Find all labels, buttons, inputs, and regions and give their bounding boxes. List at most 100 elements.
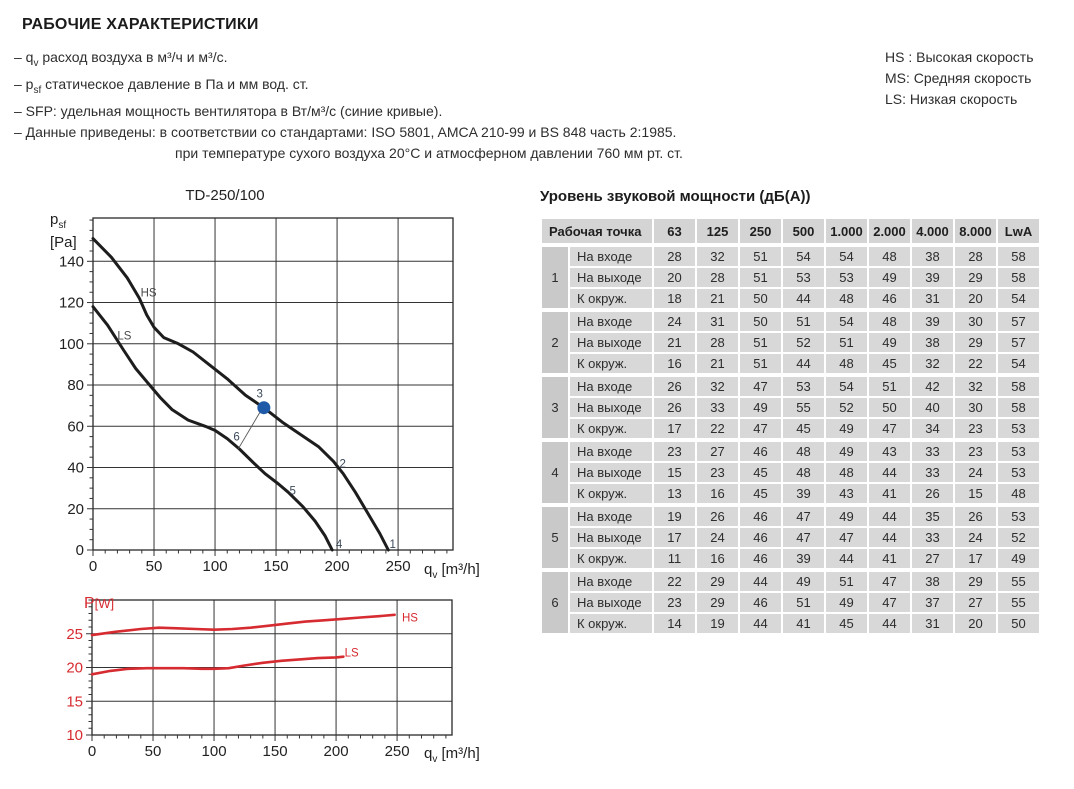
table-cell: 28 bbox=[697, 268, 738, 287]
table-cell: 39 bbox=[912, 268, 953, 287]
table-row: 4 На входе 23 27 46 48 49 43 33 23 53 bbox=[542, 440, 1039, 503]
pressure-chart-title: TD-250/100 bbox=[185, 187, 265, 204]
table-cell: 23 bbox=[955, 440, 996, 461]
table-column-header: 500 bbox=[783, 219, 824, 243]
table-cell: 49 bbox=[783, 570, 824, 591]
table-cell: 49 bbox=[826, 593, 867, 612]
table-cell: 31 bbox=[912, 614, 953, 633]
table-cell: 53 bbox=[998, 463, 1039, 482]
table-cell: 30 bbox=[955, 398, 996, 417]
table-cell: 44 bbox=[783, 354, 824, 373]
table-cell: 29 bbox=[697, 570, 738, 591]
table-cell: 44 bbox=[740, 614, 781, 633]
table-cell: 23 bbox=[955, 419, 996, 438]
table-row: 2 На входе 24 31 50 51 54 48 39 30 57 bbox=[542, 310, 1039, 373]
table-cell: 41 bbox=[869, 484, 910, 503]
table-cell: 51 bbox=[826, 570, 867, 591]
table-row: На выходе 23 29 46 51 49 47 37 27 55 bbox=[542, 593, 1039, 612]
legend-item: MS: Средняя скорость bbox=[885, 70, 1032, 86]
table-cell: 47 bbox=[869, 419, 910, 438]
table-cell: 16 bbox=[697, 549, 738, 568]
operating-point-number: 2 bbox=[542, 310, 568, 373]
table-cell: 58 bbox=[998, 375, 1039, 396]
svg-text:40: 40 bbox=[67, 460, 84, 477]
table-cell: 49 bbox=[826, 505, 867, 526]
table-cell: 48 bbox=[783, 463, 824, 482]
table-cell: 29 bbox=[955, 333, 996, 352]
table-cell: 45 bbox=[869, 354, 910, 373]
table-cell: 49 bbox=[740, 398, 781, 417]
table-cell: 47 bbox=[826, 528, 867, 547]
table-cell: 26 bbox=[654, 398, 695, 417]
table-cell: 33 bbox=[912, 440, 953, 461]
measurement-location: На входе bbox=[570, 440, 652, 461]
table-cell: 51 bbox=[740, 268, 781, 287]
table-row: На выходе 15 23 45 48 48 44 33 24 53 bbox=[542, 463, 1039, 482]
table-cell: 55 bbox=[998, 570, 1039, 591]
table-row: 5 На входе 19 26 46 47 49 44 35 26 53 bbox=[542, 505, 1039, 568]
svg-text:120: 120 bbox=[59, 295, 84, 312]
sound-table-title: Уровень звуковой мощности (дБ(А)) bbox=[540, 188, 811, 205]
measurement-location: На входе bbox=[570, 245, 652, 266]
table-cell: 23 bbox=[697, 463, 738, 482]
table-cell: 49 bbox=[826, 419, 867, 438]
table-cell: 42 bbox=[912, 375, 953, 396]
table-cell: 40 bbox=[912, 398, 953, 417]
table-cell: 16 bbox=[697, 484, 738, 503]
power-x-axis-label: qv [m³/h] bbox=[424, 745, 480, 765]
table-cell: 17 bbox=[654, 528, 695, 547]
table-row: К окруж. 13 16 45 39 43 41 26 15 48 bbox=[542, 484, 1039, 503]
table-cell: 58 bbox=[998, 245, 1039, 266]
table-row: 1 На входе 28 32 51 54 54 48 38 28 58 bbox=[542, 245, 1039, 308]
table-column-header: 4.000 bbox=[912, 219, 953, 243]
table-cell: 51 bbox=[740, 245, 781, 266]
table-cell: 55 bbox=[998, 593, 1039, 612]
table-cell: 21 bbox=[654, 333, 695, 352]
table-cell: 57 bbox=[998, 310, 1039, 331]
table-column-header: 1.000 bbox=[826, 219, 867, 243]
measurement-location: К окруж. bbox=[570, 289, 652, 308]
operating-point-number: 6 bbox=[542, 570, 568, 633]
table-header-row: Рабочая точка 63 125 250 500 1.000 2.000 4.000 8… bbox=[542, 219, 1039, 243]
svg-text:60: 60 bbox=[67, 418, 84, 435]
svg-text:0: 0 bbox=[88, 743, 96, 760]
measurement-location: На выходе bbox=[570, 268, 652, 287]
table-cell: 29 bbox=[697, 593, 738, 612]
svg-text:50: 50 bbox=[145, 743, 162, 760]
table-cell: 24 bbox=[955, 528, 996, 547]
measurement-location: К окруж. bbox=[570, 484, 652, 503]
measurement-location: На входе bbox=[570, 570, 652, 591]
table-corner-header: Рабочая точка bbox=[542, 219, 652, 243]
ls-curve bbox=[91, 305, 334, 552]
svg-text:HS: HS bbox=[402, 613, 418, 625]
hs-curve bbox=[91, 237, 390, 552]
svg-text:0: 0 bbox=[89, 558, 97, 575]
table-cell: 47 bbox=[869, 570, 910, 591]
table-cell: 13 bbox=[654, 484, 695, 503]
table-cell: 31 bbox=[697, 310, 738, 331]
table-cell: 53 bbox=[998, 440, 1039, 461]
bullet-list: – qv расход воздуха в м³/ч и м³/с. – psf … bbox=[14, 47, 683, 164]
table-cell: 54 bbox=[998, 289, 1039, 308]
table-cell: 32 bbox=[955, 375, 996, 396]
table-cell: 44 bbox=[783, 289, 824, 308]
table-cell: 54 bbox=[783, 245, 824, 266]
svg-text:6: 6 bbox=[233, 432, 239, 444]
table-cell: 46 bbox=[740, 549, 781, 568]
legend-item: LS: Низкая скорость bbox=[885, 91, 1018, 107]
bullet-line: при температуре сухого воздуха 20°С и ат… bbox=[175, 144, 683, 161]
table-cell: 51 bbox=[869, 375, 910, 396]
table-cell: 30 bbox=[955, 310, 996, 331]
ls-curve bbox=[90, 655, 345, 676]
table-cell: 41 bbox=[783, 614, 824, 633]
table-cell: 32 bbox=[697, 245, 738, 266]
table-cell: 24 bbox=[654, 310, 695, 331]
table-cell: 11 bbox=[654, 549, 695, 568]
table-cell: 20 bbox=[955, 289, 996, 308]
table-cell: 32 bbox=[697, 375, 738, 396]
table-cell: 15 bbox=[654, 463, 695, 482]
table-cell: 26 bbox=[955, 505, 996, 526]
svg-text:250: 250 bbox=[385, 743, 410, 760]
table-cell: 48 bbox=[998, 484, 1039, 503]
table-cell: 39 bbox=[912, 310, 953, 331]
